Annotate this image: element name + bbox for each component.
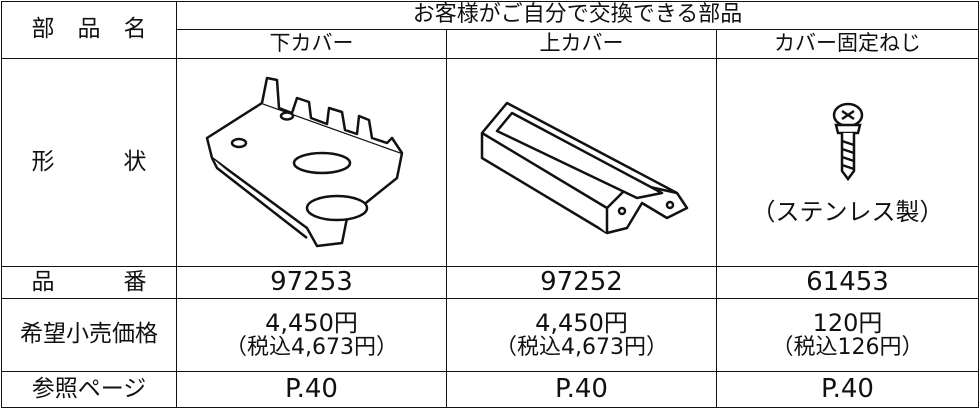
row-label: 品 番 (1, 266, 177, 299)
part-number: 61453 (716, 266, 979, 299)
row-label: 参照ページ (1, 371, 177, 408)
price-row: 希望小売価格 4,450円 （税込4,673円） 4,450円 （税込4,673円）… (1, 298, 979, 372)
header-group: お客様がご自分で交換できる部品 (176, 1, 979, 30)
part-number-row: 品 番 97253 97252 61453 (1, 266, 979, 299)
price-with-tax: （税込4,673円） (225, 335, 398, 361)
column-header: カバー固定ねじ (716, 29, 979, 59)
part-number: 97252 (446, 266, 717, 299)
price-cell: 120円 （税込126円） (716, 298, 979, 372)
page-ref: P.40 (176, 371, 447, 408)
price: 4,450円 (265, 308, 358, 337)
image-cell (176, 58, 447, 267)
shape-row: 形 状 (1, 58, 979, 267)
header-row: 下カバー 上カバー カバー固定ねじ (2, 29, 979, 59)
header-label: 部 品 名 (1, 1, 177, 59)
price-cell: 4,450円 （税込4,673円） (176, 298, 447, 372)
price-with-tax: （税込126円） (771, 335, 924, 361)
page-ref: P.40 (446, 371, 717, 408)
image-cell (446, 58, 717, 267)
page-row: 参照ページ P.40 P.40 P.40 (1, 371, 979, 408)
upper-cover-drawing (480, 101, 688, 234)
price-cell: 4,450円 （税込4,673円） (446, 298, 717, 372)
screw-drawing (832, 103, 863, 182)
column-header: 下カバー (176, 29, 447, 59)
page-ref: P.40 (716, 371, 979, 408)
image-cell: （ステンレス製） (716, 58, 979, 267)
row-label: 希望小売価格 (1, 298, 177, 372)
lower-cover-drawing (205, 76, 403, 247)
price-with-tax: （税込4,673円） (495, 335, 668, 361)
price: 4,450円 (535, 308, 628, 337)
price: 120円 (812, 308, 883, 337)
row-label: 形 状 (1, 58, 177, 267)
material-note: （ステンレス製） (751, 198, 944, 227)
header-row: 部 品 名 お客様がご自分で交換できる部品 (1, 1, 979, 59)
part-number: 97253 (176, 266, 447, 299)
column-header: 上カバー (446, 29, 717, 59)
